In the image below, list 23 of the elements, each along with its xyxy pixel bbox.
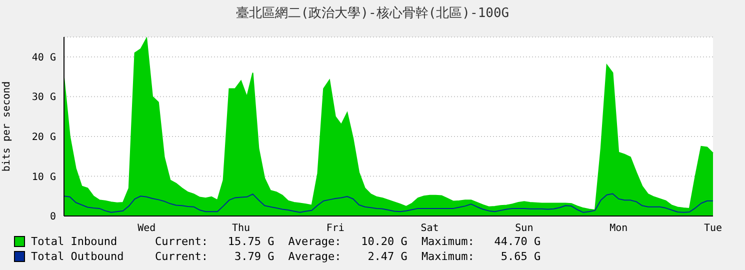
text: Average: 2.47 G (288, 249, 408, 264)
legend-label: Total Outbound (31, 249, 125, 264)
line-series (64, 193, 714, 213)
text: Current: 3.79 G (155, 249, 274, 264)
text: Current: 15.75 G (155, 234, 274, 249)
x-tick-label: Wed (138, 223, 156, 234)
x-tick-label: Fri (326, 223, 344, 234)
y-tick-label: 20 G (32, 132, 56, 143)
y-tick-label: 10 G (32, 172, 56, 183)
text: Maximum: 5.65 G (421, 249, 541, 264)
y-tick-label: 0 (50, 212, 56, 223)
x-tick-label: Thu (232, 223, 250, 234)
y-tick-label: 30 G (32, 92, 56, 104)
x-tick-label: Tue (704, 223, 722, 234)
y-tick-label: 40 G (32, 52, 56, 64)
x-tick-label: Sat (420, 223, 439, 234)
x-tick-label: Mon (610, 223, 628, 234)
chart-title: 臺北區網二(政治大學)-核心骨幹(北區)-100G (234, 5, 510, 22)
y-axis-title: bits per second (2, 81, 13, 172)
text: Maximum: 44.70 G (421, 234, 541, 249)
text: Average: 10.20 G (288, 234, 408, 249)
x-tick-label: Sun (515, 223, 534, 234)
legend-label: Total Inbound (31, 234, 118, 249)
